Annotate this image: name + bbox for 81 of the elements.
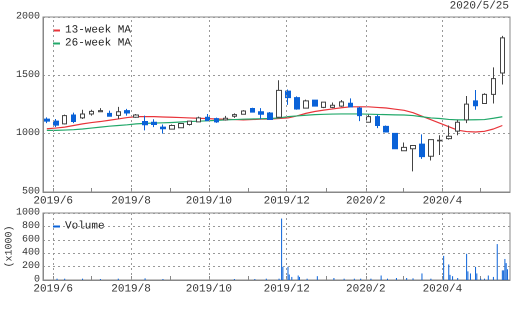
candlestick [267, 111, 273, 120]
legend-label: 26-week MA [65, 38, 132, 50]
candlestick [223, 115, 228, 122]
candlestick [285, 88, 291, 106]
candlestick [276, 80, 282, 118]
candlestick [401, 142, 407, 152]
candlestick [455, 119, 460, 136]
x-tick-label: 2020/2 [346, 284, 386, 296]
text: 2020/5/25 [450, 0, 510, 12]
candlestick [44, 116, 50, 124]
candlestick [446, 125, 452, 140]
candlestick [473, 90, 478, 110]
candlestick [250, 107, 255, 113]
x-tick-label: 2019/8 [111, 284, 151, 296]
x-tick-label: 2019/12 [264, 284, 310, 296]
candlestick [437, 134, 443, 156]
x-tick-label: 2019/6 [33, 284, 74, 296]
candlestick [80, 109, 85, 120]
candlestick [366, 114, 371, 123]
candlestick [89, 109, 94, 116]
y-tick-label: 400 [22, 248, 40, 259]
candlestick [62, 114, 67, 125]
candlestick [375, 114, 380, 129]
candlestick [348, 98, 353, 108]
x-tick-label: 2019/10 [186, 196, 232, 208]
candlestick [428, 139, 434, 161]
x-tick-label: 2020/4 [422, 284, 463, 296]
candlestick [53, 118, 59, 128]
x-tick-label: 2019/6 [33, 196, 74, 208]
y-tick-label: 2000 [16, 12, 40, 22]
candlestick [383, 125, 389, 133]
candlestick [178, 123, 184, 128]
x-tick-label: 2019/8 [111, 196, 151, 208]
line-series [46, 106, 503, 133]
candlestick [187, 120, 192, 126]
x-tick-label: 2019/10 [186, 284, 232, 296]
candlestick [116, 106, 121, 120]
y-tick-label: 1000 [16, 208, 40, 218]
legend-label: Volume [65, 220, 105, 232]
candlestick [357, 106, 362, 122]
candlestick [241, 110, 246, 116]
candlestick [258, 108, 264, 120]
candlestick [232, 112, 237, 118]
candlestick [214, 117, 219, 124]
candlestick [464, 95, 469, 124]
candlestick [392, 132, 398, 150]
line-series [46, 113, 503, 131]
legend-label: 13-week MA [65, 24, 132, 36]
y-tick-label: 200 [22, 261, 40, 272]
candlestick [205, 113, 210, 122]
candlestick [124, 108, 130, 116]
candlestick [410, 144, 416, 172]
candlestick [71, 112, 76, 124]
y-tick-label: 1000 [16, 128, 40, 140]
candlestick [419, 134, 425, 160]
candlestick [339, 99, 344, 108]
candlestick [196, 116, 201, 123]
candlestick [294, 96, 300, 110]
candlestick [160, 124, 166, 134]
candlestick [303, 99, 309, 109]
y-axis-title: (x1000) [4, 225, 16, 268]
candlestick [151, 118, 157, 128]
x-tick-label: 2020/2 [346, 196, 386, 208]
y-tick-label: 600 [22, 234, 40, 246]
candlestick [107, 110, 112, 118]
candlestick [169, 124, 175, 130]
x-tick-label: 2020/4 [422, 196, 463, 208]
candlestick [142, 115, 148, 131]
candlestick [98, 108, 103, 112]
candlestick [482, 92, 487, 104]
x-tick-label: 2019/12 [264, 196, 310, 208]
candlestick [330, 102, 335, 109]
candlestick [500, 35, 505, 86]
candlestick [491, 66, 496, 104]
candlestick [133, 113, 139, 118]
y-tick-label: 500 [22, 186, 40, 198]
y-tick-label: 800 [22, 220, 40, 232]
candlestick [321, 101, 326, 109]
y-tick-label: 0 [34, 274, 40, 286]
candlestick [312, 99, 318, 107]
y-tick-label: 1500 [16, 70, 40, 81]
